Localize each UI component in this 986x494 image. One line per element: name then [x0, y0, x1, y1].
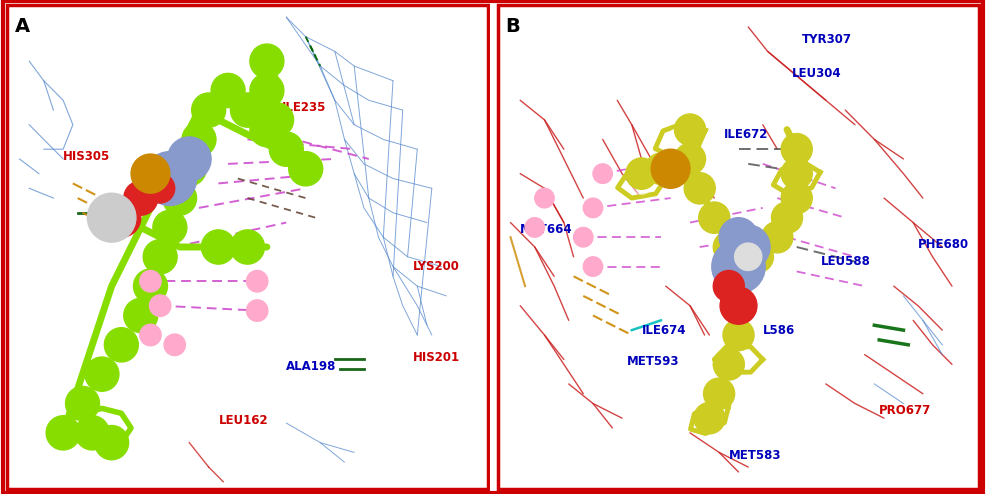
Circle shape: [231, 93, 264, 127]
Circle shape: [153, 210, 186, 245]
Circle shape: [727, 225, 770, 269]
Circle shape: [584, 198, 602, 218]
Text: PHE680: PHE680: [918, 238, 969, 251]
Text: LEU304: LEU304: [792, 67, 841, 80]
Circle shape: [728, 348, 749, 370]
Circle shape: [694, 403, 725, 434]
Circle shape: [140, 271, 161, 292]
Circle shape: [674, 143, 706, 174]
Circle shape: [131, 154, 170, 193]
Circle shape: [231, 230, 264, 264]
Circle shape: [65, 386, 100, 420]
Circle shape: [646, 153, 676, 184]
Circle shape: [163, 181, 196, 215]
Circle shape: [249, 113, 284, 147]
Circle shape: [723, 261, 754, 292]
Circle shape: [143, 240, 177, 274]
Circle shape: [720, 287, 757, 324]
Circle shape: [140, 324, 161, 346]
Circle shape: [762, 222, 793, 253]
Circle shape: [249, 74, 284, 108]
Circle shape: [133, 269, 168, 303]
Circle shape: [713, 349, 744, 380]
Text: PRO314: PRO314: [627, 172, 679, 185]
Circle shape: [723, 290, 754, 321]
Circle shape: [700, 408, 719, 428]
Text: HIS305: HIS305: [63, 150, 110, 163]
Circle shape: [143, 152, 196, 206]
Circle shape: [259, 103, 294, 137]
Circle shape: [684, 173, 715, 204]
Circle shape: [704, 378, 735, 410]
Text: TYR307: TYR307: [802, 33, 852, 45]
Text: MET593: MET593: [627, 355, 679, 369]
Circle shape: [124, 181, 158, 215]
Circle shape: [289, 152, 322, 186]
Text: ILE235: ILE235: [281, 101, 325, 114]
Circle shape: [771, 202, 803, 233]
Circle shape: [786, 167, 808, 190]
Circle shape: [246, 271, 268, 292]
Circle shape: [168, 137, 211, 181]
Text: L586: L586: [763, 324, 795, 336]
Circle shape: [124, 298, 158, 332]
Circle shape: [735, 243, 762, 271]
Text: B: B: [506, 17, 521, 36]
Circle shape: [584, 257, 602, 276]
Circle shape: [719, 218, 758, 257]
Circle shape: [631, 172, 653, 195]
Text: HIS201: HIS201: [412, 351, 459, 364]
Circle shape: [164, 334, 185, 356]
Circle shape: [150, 295, 171, 317]
Circle shape: [211, 74, 246, 108]
Circle shape: [46, 416, 80, 450]
Circle shape: [201, 230, 236, 264]
Text: ILE674: ILE674: [642, 324, 686, 336]
Circle shape: [534, 188, 554, 208]
Circle shape: [781, 158, 812, 189]
Text: MET664: MET664: [521, 223, 573, 237]
Circle shape: [723, 320, 754, 351]
Circle shape: [713, 231, 744, 263]
Circle shape: [182, 123, 216, 157]
Circle shape: [669, 127, 692, 152]
Text: A: A: [15, 17, 30, 36]
Circle shape: [269, 132, 304, 166]
Circle shape: [249, 44, 284, 78]
Circle shape: [146, 174, 175, 203]
Circle shape: [173, 152, 206, 186]
Text: ALA198: ALA198: [286, 360, 336, 373]
Circle shape: [713, 271, 744, 302]
Circle shape: [674, 114, 706, 145]
Text: ILE672: ILE672: [724, 128, 768, 141]
Circle shape: [626, 158, 657, 189]
Circle shape: [105, 328, 138, 362]
Circle shape: [781, 182, 812, 214]
Text: LEU162: LEU162: [218, 414, 268, 427]
Text: PRO677: PRO677: [880, 404, 932, 417]
Circle shape: [526, 218, 544, 237]
Circle shape: [712, 240, 765, 293]
Circle shape: [699, 202, 730, 233]
Circle shape: [246, 300, 268, 321]
Circle shape: [95, 425, 128, 460]
Circle shape: [85, 357, 119, 391]
Circle shape: [574, 227, 593, 247]
Text: LYS200: LYS200: [412, 260, 459, 273]
Circle shape: [651, 149, 690, 188]
Text: LEU588: LEU588: [821, 255, 871, 268]
Text: MET583: MET583: [729, 450, 781, 462]
Circle shape: [191, 93, 226, 127]
Circle shape: [781, 133, 812, 165]
Circle shape: [88, 193, 136, 242]
Circle shape: [75, 416, 109, 450]
Circle shape: [102, 198, 141, 237]
Circle shape: [593, 164, 612, 183]
Circle shape: [742, 241, 773, 272]
